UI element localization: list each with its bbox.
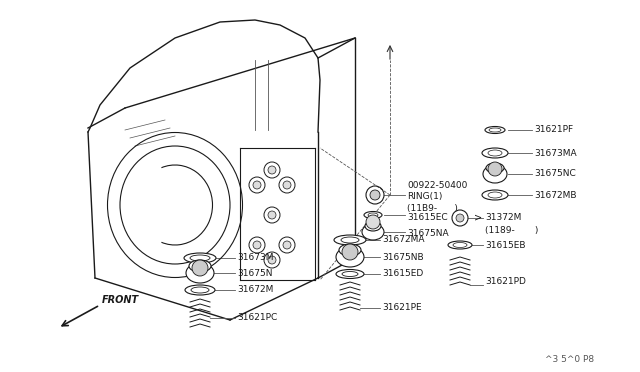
Circle shape <box>488 162 502 176</box>
Text: 31675N: 31675N <box>237 269 273 278</box>
Ellipse shape <box>448 241 472 249</box>
Ellipse shape <box>334 235 366 245</box>
Ellipse shape <box>488 192 502 198</box>
Ellipse shape <box>483 165 507 183</box>
Ellipse shape <box>482 148 508 158</box>
Circle shape <box>268 256 276 264</box>
Ellipse shape <box>341 237 359 243</box>
Text: 31672M: 31672M <box>237 285 273 295</box>
Circle shape <box>456 214 464 222</box>
Ellipse shape <box>184 253 216 263</box>
Ellipse shape <box>488 150 502 156</box>
Text: >: > <box>474 213 482 223</box>
Text: 31675NA: 31675NA <box>407 230 449 238</box>
Circle shape <box>268 166 276 174</box>
Ellipse shape <box>368 213 378 217</box>
Ellipse shape <box>364 212 382 218</box>
Text: 31673MA: 31673MA <box>534 148 577 157</box>
Text: 31372M: 31372M <box>485 214 522 222</box>
Ellipse shape <box>185 285 215 295</box>
Text: 31621PD: 31621PD <box>485 278 526 286</box>
Ellipse shape <box>489 128 501 132</box>
Text: 31621PC: 31621PC <box>237 314 277 323</box>
Circle shape <box>366 215 380 229</box>
Ellipse shape <box>191 287 209 293</box>
Text: FRONT: FRONT <box>102 295 139 305</box>
Text: 31615EC: 31615EC <box>407 214 447 222</box>
Text: RING(1): RING(1) <box>407 192 442 202</box>
Ellipse shape <box>339 244 361 256</box>
Text: 31615ED: 31615ED <box>382 269 423 279</box>
Ellipse shape <box>362 224 384 240</box>
Circle shape <box>268 211 276 219</box>
Ellipse shape <box>186 263 214 283</box>
Ellipse shape <box>485 126 505 134</box>
Ellipse shape <box>342 272 358 276</box>
Text: 31672MB: 31672MB <box>534 190 577 199</box>
Text: (1189-       ): (1189- ) <box>485 225 538 234</box>
Ellipse shape <box>486 163 504 173</box>
Ellipse shape <box>189 260 211 272</box>
Text: 31675NB: 31675NB <box>382 253 424 262</box>
Text: (11B9-      ): (11B9- ) <box>407 205 458 214</box>
Ellipse shape <box>336 247 364 267</box>
Text: 31675NC: 31675NC <box>534 170 576 179</box>
Circle shape <box>192 260 208 276</box>
Text: 31621PF: 31621PF <box>534 125 573 135</box>
Ellipse shape <box>190 255 210 261</box>
Text: ^3 5^0 P8: ^3 5^0 P8 <box>545 356 594 365</box>
Circle shape <box>253 241 261 249</box>
Ellipse shape <box>482 190 508 200</box>
Ellipse shape <box>365 221 381 231</box>
Circle shape <box>370 190 380 200</box>
Circle shape <box>283 181 291 189</box>
Text: 00922-50400: 00922-50400 <box>407 180 467 189</box>
Circle shape <box>283 241 291 249</box>
Ellipse shape <box>453 243 467 247</box>
Text: 31615EB: 31615EB <box>485 241 525 250</box>
Text: 31672MA: 31672MA <box>382 235 424 244</box>
Ellipse shape <box>336 269 364 279</box>
Text: 31673M: 31673M <box>237 253 273 263</box>
Circle shape <box>253 181 261 189</box>
Text: 31621PE: 31621PE <box>382 304 422 312</box>
Circle shape <box>342 244 358 260</box>
